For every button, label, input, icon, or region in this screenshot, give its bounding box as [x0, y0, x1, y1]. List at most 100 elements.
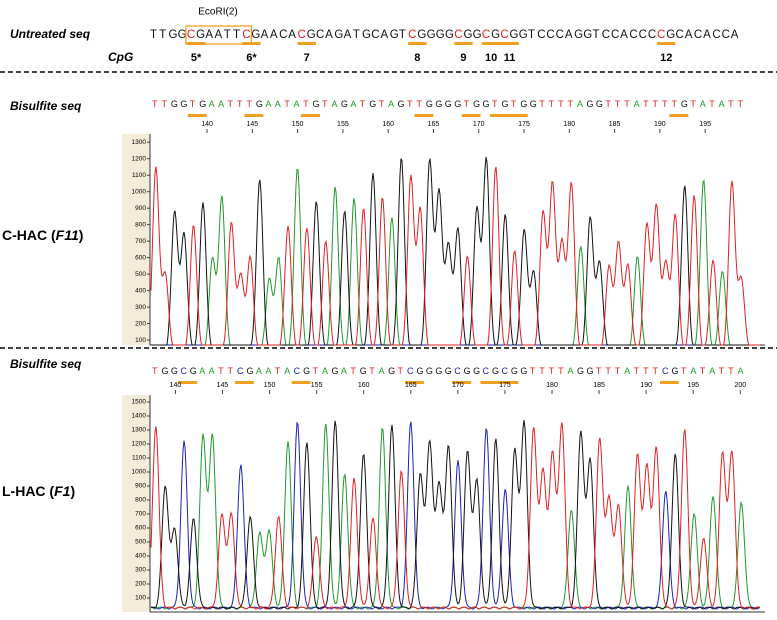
base: A — [709, 366, 715, 376]
y-tick-label: 800 — [135, 497, 146, 504]
base: G — [427, 29, 436, 41]
base: G — [583, 29, 592, 41]
trace — [150, 166, 760, 346]
base: G — [473, 366, 480, 376]
base: C — [371, 29, 379, 41]
cpg-number: 8 — [414, 52, 420, 64]
base: T — [353, 29, 360, 41]
base: C — [408, 29, 416, 41]
position-label: 190 — [654, 121, 666, 128]
axis-strip — [122, 395, 150, 612]
base: G — [586, 366, 593, 376]
base: G — [180, 99, 187, 109]
cpg-underline — [452, 381, 472, 384]
base: A — [577, 99, 583, 109]
base: T — [399, 29, 406, 41]
cpg-label: CpG — [108, 50, 133, 64]
base: G — [426, 99, 433, 109]
cpg-number: 6* — [246, 52, 257, 64]
base: G — [307, 29, 316, 41]
base: A — [565, 29, 573, 41]
y-tick-label: 1100 — [132, 172, 146, 179]
base: G — [178, 29, 187, 41]
base: A — [379, 366, 385, 376]
base: G — [596, 99, 603, 109]
base: G — [445, 99, 452, 109]
base: T — [634, 366, 640, 376]
base: C — [648, 29, 656, 41]
base: C — [483, 366, 490, 376]
base: T — [224, 29, 231, 41]
base: A — [568, 366, 574, 376]
base: A — [620, 29, 628, 41]
untreated-sequence: T T GGCGA A T T CGA A CA CGCA GA T GCA GT CGGGGCGGCGCG… — [150, 29, 739, 41]
cpg-underline — [461, 114, 481, 117]
base: T — [528, 29, 535, 41]
base: C — [237, 366, 244, 376]
base: G — [190, 366, 197, 376]
position-label: 150 — [292, 121, 304, 128]
base: T — [237, 99, 243, 109]
base: A — [331, 99, 337, 109]
base: G — [313, 99, 320, 109]
base: T — [369, 366, 375, 376]
base: T — [233, 29, 240, 41]
base: G — [519, 29, 528, 41]
base: T — [719, 366, 725, 376]
trace — [150, 421, 761, 610]
base: T — [700, 366, 706, 376]
base: C — [294, 366, 301, 376]
base: A — [209, 99, 215, 109]
base: G — [334, 29, 343, 41]
cpg-number: 9 — [460, 52, 466, 64]
base: T — [681, 366, 687, 376]
base: G — [416, 366, 423, 376]
base: A — [270, 29, 278, 41]
base: T — [228, 99, 234, 109]
base: T — [662, 99, 668, 109]
base: G — [666, 29, 675, 41]
base: T — [228, 366, 234, 376]
position-label: 185 — [609, 121, 621, 128]
base: C — [407, 366, 414, 376]
position-label: 195 — [687, 382, 699, 389]
base: G — [510, 29, 519, 41]
base: C — [537, 29, 545, 41]
base: T — [246, 99, 252, 109]
base: G — [454, 99, 461, 109]
base: A — [388, 99, 394, 109]
base: C — [454, 366, 461, 376]
base: A — [700, 99, 706, 109]
base: G — [362, 29, 371, 41]
base: T — [539, 366, 545, 376]
sample-clone: F11 — [56, 227, 79, 243]
position-label: 195 — [699, 121, 711, 128]
base: G — [196, 29, 205, 41]
base: C — [454, 29, 462, 41]
base: G — [574, 29, 583, 41]
base: A — [261, 29, 269, 41]
cpg-underline — [480, 381, 500, 384]
base: G — [520, 99, 527, 109]
base: T — [596, 366, 602, 376]
position-label: 175 — [518, 121, 530, 128]
base: G — [520, 366, 527, 376]
cpg-underline — [499, 381, 519, 384]
base: A — [325, 29, 333, 41]
base: A — [199, 366, 205, 376]
base: A — [344, 29, 352, 41]
base: T — [615, 366, 621, 376]
base: T — [728, 366, 734, 376]
y-tick-label: 1100 — [132, 455, 146, 462]
y-tick-label: 900 — [135, 205, 146, 212]
y-tick-label: 900 — [135, 483, 146, 490]
cpg-underline — [660, 381, 679, 384]
cpg-underline — [490, 114, 509, 117]
base: T — [709, 99, 715, 109]
untreated-label: Untreated seq — [10, 27, 91, 41]
base: G — [473, 99, 480, 109]
y-tick-label: 400 — [135, 287, 146, 294]
base: T — [159, 29, 166, 41]
